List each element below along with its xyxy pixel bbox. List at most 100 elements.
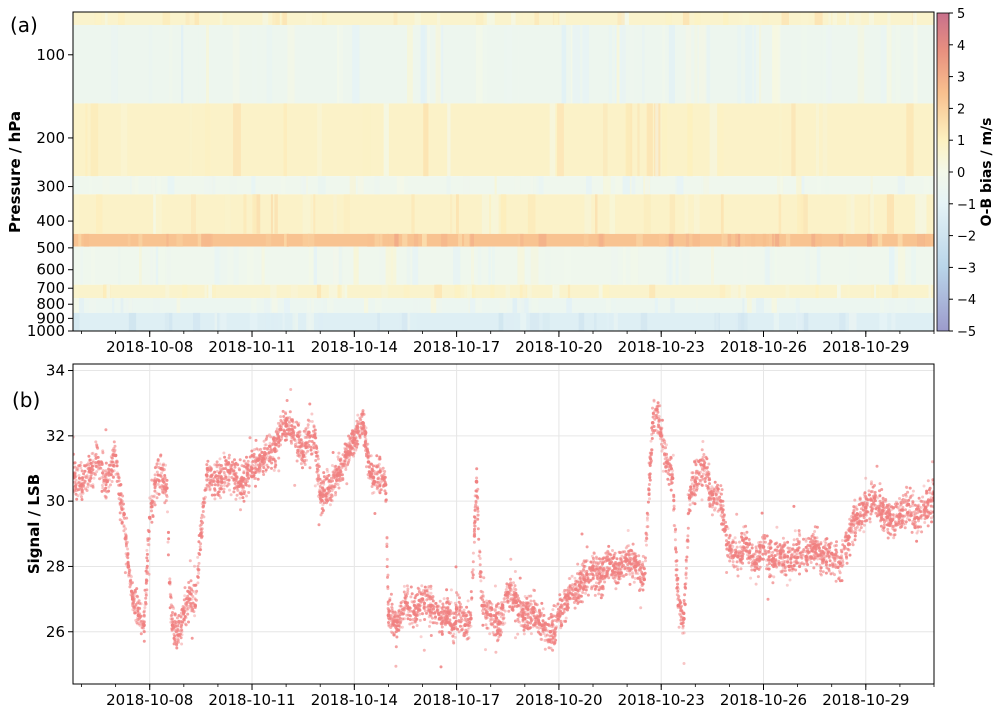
scatter-point bbox=[701, 440, 705, 443]
heatmap-cell bbox=[208, 176, 216, 195]
scatter-point bbox=[285, 399, 289, 402]
scatter-point bbox=[183, 622, 187, 626]
scatter-point bbox=[786, 540, 790, 544]
scatter-point bbox=[683, 593, 687, 597]
scatter-point bbox=[75, 497, 79, 501]
scatter-point bbox=[840, 539, 844, 542]
scatter-point bbox=[313, 484, 317, 488]
heatmap-cell bbox=[318, 312, 324, 331]
heatmap-cell bbox=[773, 312, 779, 331]
heatmap-cell bbox=[701, 176, 704, 195]
scatter-point bbox=[429, 587, 433, 591]
scatter-point bbox=[143, 609, 146, 613]
heatmap-cell bbox=[78, 233, 82, 247]
heatmap-cell bbox=[112, 298, 115, 313]
scatter-point bbox=[559, 619, 563, 623]
scatter-point bbox=[672, 498, 676, 502]
scatter-point bbox=[919, 510, 923, 514]
scatter-point bbox=[570, 592, 574, 596]
scatter-point bbox=[759, 540, 763, 544]
scatter-point bbox=[700, 483, 704, 487]
scatter-point bbox=[100, 483, 104, 487]
scatter-point bbox=[420, 584, 424, 588]
scatter-point bbox=[777, 563, 781, 567]
scatter-point bbox=[709, 487, 713, 491]
scatter-point bbox=[175, 643, 179, 647]
scatter-point bbox=[302, 429, 306, 433]
scatter-point bbox=[147, 543, 151, 547]
scatter-point bbox=[168, 577, 172, 581]
scatter-point bbox=[672, 507, 676, 511]
scatter-point bbox=[289, 439, 293, 443]
scatter-point bbox=[308, 419, 312, 423]
scatter-point bbox=[145, 552, 149, 556]
heatmap-cell bbox=[682, 12, 690, 25]
heatmap-cell bbox=[715, 312, 719, 331]
heatmap-cell bbox=[814, 12, 823, 25]
scatter-point bbox=[882, 506, 886, 510]
scatter-point bbox=[153, 486, 157, 490]
scatter-point bbox=[163, 474, 167, 477]
heatmap-cell bbox=[557, 103, 564, 177]
scatter-point bbox=[702, 469, 706, 473]
scatter-point bbox=[878, 482, 882, 486]
scatter-point bbox=[418, 604, 422, 608]
heatmap-cell bbox=[383, 103, 389, 177]
y-tick-label: 800 bbox=[36, 295, 65, 313]
scatter-point bbox=[731, 560, 735, 564]
scatter-point bbox=[665, 443, 668, 447]
scatter-point bbox=[511, 601, 515, 605]
heatmap-cell bbox=[608, 24, 612, 104]
scatter-point bbox=[83, 479, 87, 483]
scatter-point bbox=[585, 585, 589, 589]
heatmap-cell bbox=[409, 312, 417, 331]
scatter-point bbox=[479, 579, 483, 583]
heatmap-cell bbox=[897, 176, 905, 195]
heatmap-cell bbox=[128, 312, 137, 331]
heatmap-cell bbox=[542, 312, 550, 331]
scatter-point bbox=[813, 530, 817, 533]
heatmap-cell bbox=[316, 284, 322, 299]
heatmap-cell bbox=[791, 103, 796, 177]
heatmap-cell bbox=[353, 246, 359, 285]
heatmap-cell bbox=[274, 194, 278, 234]
scatter-point bbox=[316, 454, 320, 458]
scatter-point bbox=[703, 477, 707, 480]
scatter-point bbox=[855, 507, 859, 511]
scatter-point bbox=[696, 477, 700, 481]
scatter-point bbox=[107, 467, 111, 471]
scatter-point bbox=[748, 541, 752, 545]
scatter-point bbox=[318, 477, 322, 481]
scatter-point bbox=[819, 566, 823, 570]
heatmap-cell bbox=[307, 298, 311, 313]
heatmap-cell bbox=[374, 176, 380, 195]
scatter-point bbox=[227, 453, 231, 457]
scatter-point bbox=[298, 441, 302, 445]
scatter-point bbox=[551, 623, 555, 627]
scatter-point bbox=[457, 600, 461, 604]
heatmap-cell bbox=[166, 312, 173, 331]
scatter-point bbox=[573, 583, 577, 587]
scatter-point bbox=[859, 526, 863, 530]
heatmap-cell bbox=[148, 24, 153, 104]
heatmap-cell bbox=[533, 176, 539, 195]
scatter-point bbox=[676, 578, 680, 582]
scatter-point bbox=[385, 557, 389, 561]
heatmap-cell bbox=[164, 312, 169, 331]
scatter-point bbox=[786, 550, 790, 554]
heatmap-cell bbox=[886, 24, 892, 104]
scatter-point bbox=[506, 594, 510, 598]
scatter-point bbox=[199, 542, 203, 546]
scatter-point bbox=[601, 584, 605, 588]
scatter-point bbox=[471, 568, 475, 572]
scatter-point bbox=[146, 559, 150, 563]
scatter-point bbox=[293, 438, 297, 442]
heatmap-cell bbox=[775, 24, 781, 104]
scatter-point bbox=[347, 434, 351, 438]
scatter-point bbox=[622, 574, 626, 577]
scatter-point bbox=[488, 632, 492, 636]
heatmap-cell bbox=[717, 103, 724, 177]
heatmap-cell bbox=[157, 176, 162, 195]
scatter-point bbox=[893, 502, 897, 506]
heatmap-cell bbox=[869, 194, 874, 234]
